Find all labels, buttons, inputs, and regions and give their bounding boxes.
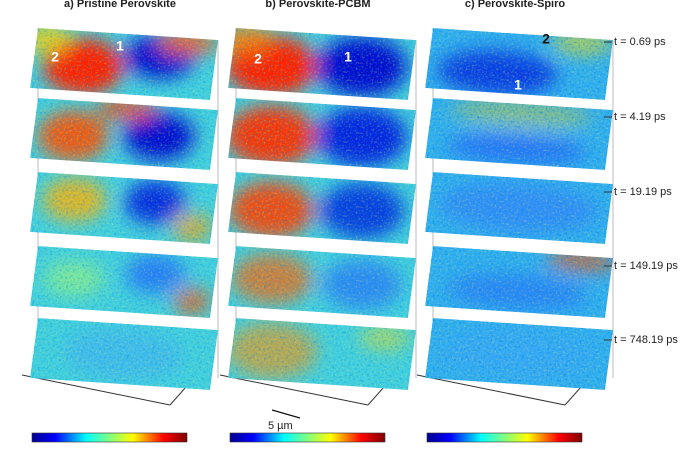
heatmap-layer bbox=[30, 28, 218, 101]
heatmap-layer bbox=[30, 318, 218, 391]
heatmap-layer bbox=[228, 318, 416, 391]
scale-bar-label: 5 µm bbox=[268, 420, 293, 432]
region-label: 2 bbox=[51, 49, 59, 65]
region-label: 1 bbox=[514, 77, 522, 93]
region-label: 2 bbox=[542, 31, 550, 47]
heatmap-layer bbox=[30, 246, 218, 319]
axis-line bbox=[416, 374, 566, 406]
time-label: t = 19.19 ps bbox=[614, 186, 672, 198]
heatmap-layer bbox=[425, 246, 613, 319]
scale-bar bbox=[271, 409, 301, 419]
colorbar bbox=[426, 432, 583, 443]
panel-title: c) Perovskite-Spiro bbox=[465, 0, 566, 10]
heatmap-layer bbox=[30, 172, 218, 245]
region-label: 1 bbox=[344, 49, 352, 65]
region-label: 2 bbox=[254, 51, 262, 67]
time-label: t = 4.19 ps bbox=[614, 111, 666, 123]
heatmap-layer bbox=[228, 98, 416, 171]
time-label: t = 748.19 ps bbox=[614, 334, 678, 346]
axis-line bbox=[219, 374, 369, 406]
heatmap-layer bbox=[425, 28, 613, 101]
heatmap-layer bbox=[228, 28, 416, 101]
heatmap-layer bbox=[228, 172, 416, 245]
heatmap-layer bbox=[425, 98, 613, 171]
time-label: t = 149.19 ps bbox=[614, 260, 678, 272]
colorbar bbox=[229, 432, 386, 443]
region-label: 1 bbox=[116, 38, 124, 54]
colorbar bbox=[31, 432, 188, 443]
heatmap-layer bbox=[425, 318, 613, 391]
heatmap-layer bbox=[228, 246, 416, 319]
panel-title: a) Pristine Perovskite bbox=[64, 0, 176, 10]
axis-line bbox=[21, 374, 171, 406]
panel-title: b) Perovskite-PCBM bbox=[265, 0, 370, 10]
heatmap-layer bbox=[30, 98, 218, 171]
heatmap-layer bbox=[425, 172, 613, 245]
time-label: t = 0.69 ps bbox=[614, 36, 666, 48]
